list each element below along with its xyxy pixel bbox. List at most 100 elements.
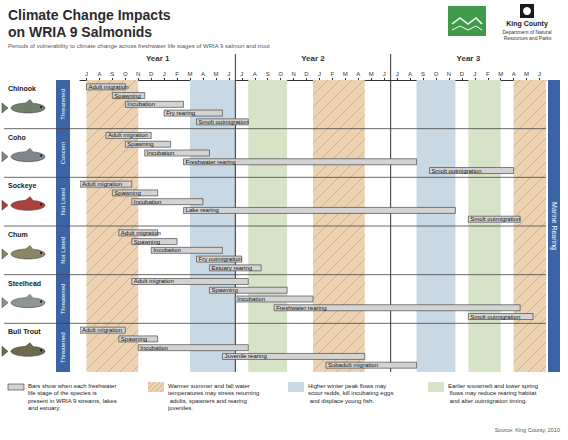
svg-text:Periods of vulnerability to cl: Periods of vulnerability to climate chan… bbox=[8, 43, 270, 49]
svg-text:Earlier snowmelt and lower spr: Earlier snowmelt and lower spring bbox=[448, 383, 538, 389]
svg-text:F: F bbox=[175, 71, 179, 77]
svg-text:Concern: Concern bbox=[60, 142, 66, 165]
svg-text:N: N bbox=[291, 71, 295, 77]
svg-text:A: A bbox=[201, 71, 205, 77]
svg-text:Incubation: Incubation bbox=[140, 345, 168, 351]
svg-text:Year 1: Year 1 bbox=[146, 54, 170, 63]
svg-text:Fry outmigration: Fry outmigration bbox=[199, 256, 242, 262]
svg-text:N: N bbox=[136, 71, 140, 77]
svg-text:Adult migration: Adult migration bbox=[134, 278, 174, 284]
svg-text:O: O bbox=[123, 71, 128, 77]
svg-text:M: M bbox=[524, 71, 529, 77]
svg-text:Threatened: Threatened bbox=[60, 332, 66, 363]
svg-text:J: J bbox=[396, 71, 399, 77]
svg-text:Bull Trout: Bull Trout bbox=[8, 328, 41, 335]
svg-text:A: A bbox=[253, 71, 257, 77]
svg-text:N: N bbox=[447, 71, 451, 77]
svg-text:M: M bbox=[498, 71, 503, 77]
svg-text:scour redds, kill incubating e: scour redds, kill incubating eggs bbox=[308, 390, 393, 396]
svg-text:adults, spawners and rearing: adults, spawners and rearing bbox=[168, 398, 248, 404]
svg-text:flows may reduce rearing habit: flows may reduce rearing habitat bbox=[448, 390, 537, 396]
svg-text:Smolt outmigration: Smolt outmigration bbox=[470, 314, 520, 320]
svg-text:Estuary rearing: Estuary rearing bbox=[211, 265, 252, 271]
svg-text:J: J bbox=[473, 71, 476, 77]
svg-text:M: M bbox=[188, 71, 193, 77]
svg-text:Incubation: Incubation bbox=[153, 247, 181, 253]
svg-text:Smolt outmigration: Smolt outmigration bbox=[199, 119, 249, 125]
svg-text:Adult migration: Adult migration bbox=[121, 230, 161, 236]
svg-text:Spawning: Spawning bbox=[127, 141, 153, 147]
svg-text:D: D bbox=[460, 71, 465, 77]
svg-text:Marine Rearing: Marine Rearing bbox=[550, 202, 558, 250]
svg-text:on WRIA 9 Salmonids: on WRIA 9 Salmonids bbox=[8, 24, 152, 40]
svg-text:Juvenile rearing: Juvenile rearing bbox=[224, 353, 266, 359]
svg-text:Smolt outmigration: Smolt outmigration bbox=[432, 168, 482, 174]
svg-text:Fry rearing: Fry rearing bbox=[166, 110, 195, 116]
svg-text:Chum: Chum bbox=[8, 231, 28, 238]
svg-text:and estuary.: and estuary. bbox=[28, 405, 61, 411]
svg-text:Threatened: Threatened bbox=[60, 284, 66, 315]
svg-text:O: O bbox=[278, 71, 283, 77]
svg-text:Higher winter peak flows may: Higher winter peak flows may bbox=[308, 383, 388, 389]
svg-text:Coho: Coho bbox=[8, 134, 26, 141]
svg-text:J: J bbox=[227, 71, 230, 77]
svg-text:Freshwater rearing: Freshwater rearing bbox=[186, 159, 236, 165]
svg-text:J: J bbox=[538, 71, 541, 77]
svg-text:Adult migration: Adult migration bbox=[82, 327, 122, 333]
svg-text:J: J bbox=[163, 71, 166, 77]
svg-text:and alter outmigration timing.: and alter outmigration timing. bbox=[448, 398, 527, 404]
svg-text:J: J bbox=[85, 71, 88, 77]
svg-text:Adult migration: Adult migration bbox=[82, 181, 122, 187]
svg-text:M: M bbox=[369, 71, 374, 77]
svg-text:Year 3: Year 3 bbox=[457, 54, 481, 63]
svg-text:O: O bbox=[434, 71, 439, 77]
svg-text:Freshwater rearing: Freshwater rearing bbox=[276, 305, 326, 311]
svg-text:Smolt outmigration: Smolt outmigration bbox=[470, 216, 520, 222]
svg-text:Threatened: Threatened bbox=[60, 89, 66, 120]
svg-text:Adult migration: Adult migration bbox=[88, 84, 128, 90]
svg-text:Adult migration: Adult migration bbox=[108, 132, 148, 138]
svg-text:A: A bbox=[512, 71, 516, 77]
svg-text:Resources and Parks: Resources and Parks bbox=[502, 35, 552, 41]
svg-text:Lake rearing: Lake rearing bbox=[186, 207, 219, 213]
svg-text:present in WRIA 9 streams, lak: present in WRIA 9 streams, lakes bbox=[28, 398, 118, 404]
svg-text:Steelhead: Steelhead bbox=[8, 280, 41, 287]
svg-text:Chinook: Chinook bbox=[8, 85, 36, 92]
svg-text:D: D bbox=[149, 71, 154, 77]
svg-text:King County: King County bbox=[506, 20, 548, 28]
svg-text:juveniles.: juveniles. bbox=[167, 405, 193, 411]
svg-text:Incubation: Incubation bbox=[147, 150, 175, 156]
svg-text:Climate Change Impacts: Climate Change Impacts bbox=[8, 7, 175, 23]
svg-text:temperatures may stress return: temperatures may stress returning bbox=[168, 390, 259, 396]
svg-text:A: A bbox=[97, 71, 101, 77]
svg-text:Incubation: Incubation bbox=[127, 101, 155, 107]
svg-text:M: M bbox=[343, 71, 348, 77]
svg-text:J: J bbox=[240, 71, 243, 77]
svg-text:Spawning: Spawning bbox=[134, 239, 160, 245]
svg-text:life stage of the species is: life stage of the species is bbox=[28, 390, 98, 396]
svg-text:S: S bbox=[110, 71, 114, 77]
svg-text:Spawning: Spawning bbox=[121, 336, 147, 342]
svg-text:Spawning: Spawning bbox=[114, 190, 140, 196]
svg-text:and displace young fish.: and displace young fish. bbox=[308, 398, 374, 404]
svg-text:A: A bbox=[408, 71, 412, 77]
svg-text:Year 2: Year 2 bbox=[301, 54, 325, 63]
svg-text:Source: King County, 2010: Source: King County, 2010 bbox=[495, 427, 560, 433]
svg-text:Not Listed: Not Listed bbox=[60, 188, 66, 215]
svg-text:J: J bbox=[383, 71, 386, 77]
svg-text:S: S bbox=[266, 71, 270, 77]
svg-text:F: F bbox=[331, 71, 335, 77]
svg-text:Subadult migration: Subadult migration bbox=[328, 362, 378, 368]
svg-text:Not Listed: Not Listed bbox=[60, 237, 66, 264]
svg-text:J: J bbox=[318, 71, 321, 77]
svg-text:Warmer summer and fall water: Warmer summer and fall water bbox=[168, 383, 251, 389]
svg-text:S: S bbox=[421, 71, 425, 77]
svg-text:M: M bbox=[213, 71, 218, 77]
svg-text:Incubation: Incubation bbox=[134, 199, 162, 205]
svg-text:Spawning: Spawning bbox=[114, 93, 140, 99]
svg-text:A: A bbox=[356, 71, 360, 77]
svg-text:Spawning: Spawning bbox=[211, 287, 237, 293]
svg-text:Incubation: Incubation bbox=[237, 296, 265, 302]
svg-text:Sockeye: Sockeye bbox=[8, 182, 37, 190]
svg-text:Bars show when each freshwater: Bars show when each freshwater bbox=[28, 383, 118, 389]
